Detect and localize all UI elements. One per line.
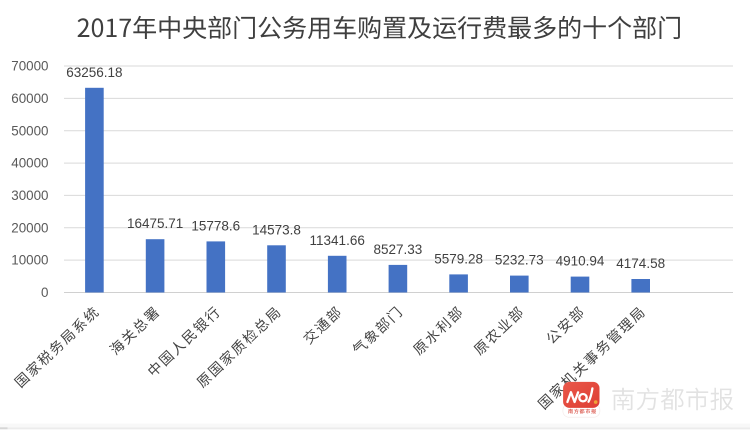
svg-text:40000: 40000 xyxy=(11,156,48,171)
svg-text:50000: 50000 xyxy=(11,123,48,138)
svg-text:8527.33: 8527.33 xyxy=(373,242,422,257)
svg-text:16475.71: 16475.71 xyxy=(127,216,183,231)
svg-text:20000: 20000 xyxy=(11,220,48,235)
svg-text:4910.94: 4910.94 xyxy=(556,254,605,269)
svg-text:70000: 70000 xyxy=(11,59,48,74)
svg-text:60000: 60000 xyxy=(11,91,48,106)
svg-text:30000: 30000 xyxy=(11,188,48,203)
svg-text:0: 0 xyxy=(41,285,48,300)
svg-text:5232.73: 5232.73 xyxy=(495,253,544,268)
svg-text:14573.8: 14573.8 xyxy=(252,222,301,237)
svg-text:11341.66: 11341.66 xyxy=(310,233,365,248)
svg-text:5579.28: 5579.28 xyxy=(434,251,483,266)
svg-text:10000: 10000 xyxy=(11,253,48,268)
svg-text:4174.58: 4174.58 xyxy=(616,256,665,271)
svg-text:63256.18: 63256.18 xyxy=(66,65,122,80)
svg-text:15778.6: 15778.6 xyxy=(191,218,240,233)
